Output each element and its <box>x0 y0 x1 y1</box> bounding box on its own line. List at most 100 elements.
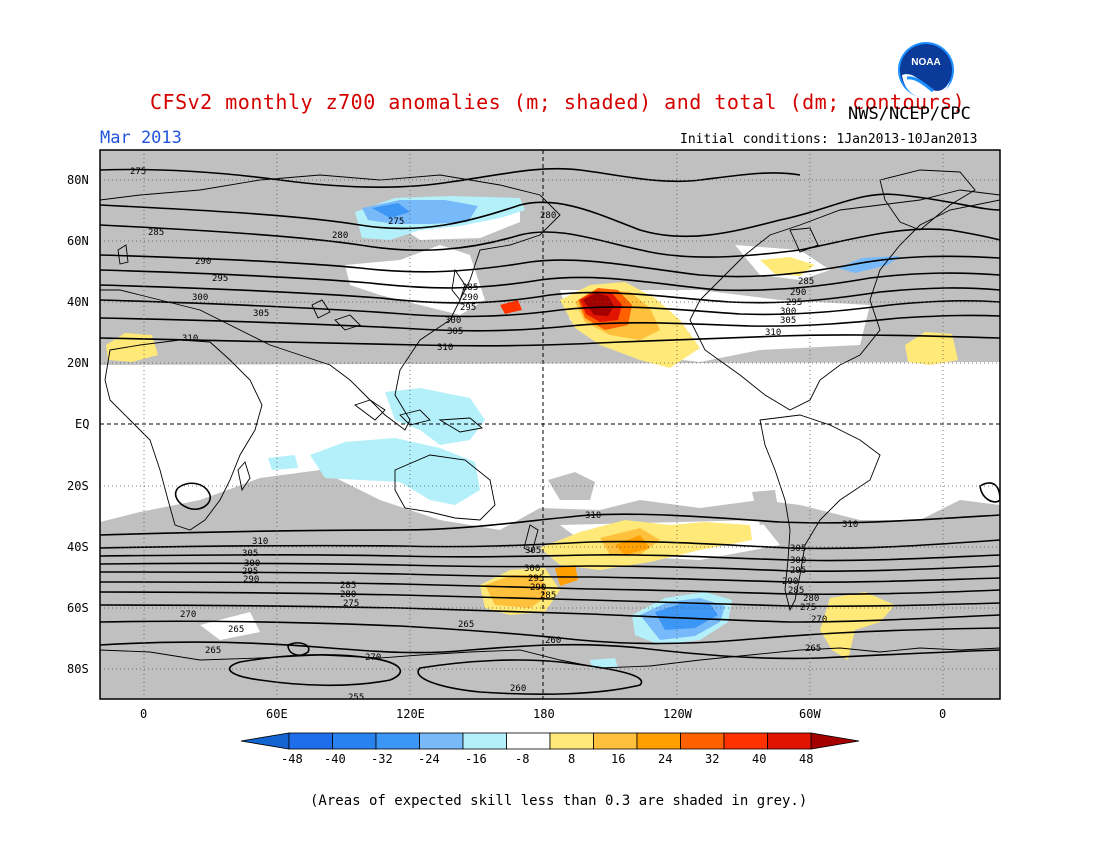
lon-label: 60W <box>799 707 821 721</box>
colorbar-tick: 16 <box>611 752 625 766</box>
contour-label: 305 <box>253 309 269 319</box>
contour-label: 290 <box>195 257 211 267</box>
colorbar-segment <box>462 732 507 750</box>
anomaly-positive <box>500 300 522 314</box>
organization-label: NWS/NCEP/CPC <box>848 104 971 124</box>
chart-title: CFSv2 monthly z700 anomalies (m; shaded)… <box>150 90 966 114</box>
contour-label: 310 <box>252 537 268 547</box>
skill-region <box>345 245 485 315</box>
colorbar-tick: -24 <box>418 752 440 766</box>
anomaly-positive <box>820 592 895 660</box>
contour-label: 295 <box>460 303 476 313</box>
contour-label: 290 <box>530 583 546 593</box>
skill-region <box>100 362 1000 530</box>
colorbar-segment <box>593 732 638 750</box>
noaa-logo: NOAA <box>898 42 954 98</box>
contour-label: 270 <box>365 653 381 663</box>
lon-label: 60E <box>266 707 288 721</box>
contour-label: 295 <box>212 274 228 284</box>
colorbar <box>240 732 860 750</box>
contour-label: 310 <box>765 328 781 338</box>
colorbar-tick: -40 <box>324 752 346 766</box>
colorbar-segment <box>767 732 812 750</box>
anomaly-positive <box>615 535 650 555</box>
contour-label: 270 <box>180 610 196 620</box>
lat-label: 80S <box>67 662 89 676</box>
colorbar-segment <box>375 732 420 750</box>
colorbar-tick: 32 <box>705 752 719 766</box>
colorbar-tick: 48 <box>799 752 813 766</box>
contour-label: 265 <box>805 644 821 654</box>
contour-label: 275 <box>343 599 359 609</box>
lat-label: 20N <box>67 356 89 370</box>
contour-label: 310 <box>437 343 453 353</box>
low-skill-region <box>548 472 595 500</box>
anomaly-negative <box>372 203 410 218</box>
colorbar-tick: 8 <box>568 752 575 766</box>
contour-label: 265 <box>205 646 221 656</box>
anomaly-positive <box>485 575 548 608</box>
colorbar-left-arrow <box>240 732 290 750</box>
colorbar-tick: -8 <box>515 752 529 766</box>
anomaly-positive <box>905 332 958 365</box>
contour-label: 285 <box>540 591 556 601</box>
contour-label: 310 <box>585 511 601 521</box>
reference-lines <box>100 150 1000 699</box>
anomaly-negative <box>268 455 298 470</box>
contour-label: 285 <box>148 228 164 238</box>
contour-label: 255 <box>348 693 364 703</box>
lat-label: 40S <box>67 540 89 554</box>
contour-label: 265 <box>228 625 244 635</box>
colorbar-segment <box>549 732 594 750</box>
contour-label: 300 <box>445 316 461 326</box>
lat-label: 60S <box>67 601 89 615</box>
contour-label: 300 <box>192 293 208 303</box>
contour-label: 305 <box>790 544 806 554</box>
lon-label: 0 <box>140 707 147 721</box>
contour-label: 280 <box>803 594 819 604</box>
contour-label: 290 <box>782 577 798 587</box>
lon-axis: 0 60E 120E 180 120W 60W 0 <box>140 707 946 721</box>
lat-axis: 80N 60N 40N 20N EQ 20S 40S 60S 80S <box>67 173 89 676</box>
contour-label: 300 <box>244 559 260 569</box>
lon-label: 120W <box>663 707 693 721</box>
forecast-month: Mar 2013 <box>100 128 182 148</box>
contour-label: 310 <box>842 520 858 530</box>
contour-label: 270 <box>811 615 827 625</box>
colorbar-segment <box>723 732 768 750</box>
colorbar-segment <box>506 732 551 750</box>
contour-label: 280 <box>540 211 556 221</box>
colorbar-segment <box>680 732 725 750</box>
contour-label: 295 <box>786 298 802 308</box>
contour-label: 260 <box>545 636 561 646</box>
colorbar-segment <box>636 732 681 750</box>
lon-label: 120E <box>396 707 425 721</box>
initial-conditions: Initial conditions: 1Jan2013-10Jan2013 <box>680 132 978 147</box>
colorbar-right-arrow <box>810 732 860 750</box>
colorbar-tick: -48 <box>281 752 303 766</box>
contour-label: 280 <box>340 590 356 600</box>
anomaly-positive <box>760 257 815 276</box>
colorbar-tick: 40 <box>752 752 766 766</box>
contour-label: 290 <box>243 575 259 585</box>
contour-label: 285 <box>340 581 356 591</box>
contour-label: 300 <box>780 307 796 317</box>
contour-label: 295 <box>790 566 806 576</box>
contour-label: 305 <box>780 316 796 326</box>
contour-label: 295 <box>528 574 544 584</box>
logo-text: NOAA <box>911 57 940 68</box>
skill-footnote: (Areas of expected skill less than 0.3 a… <box>310 793 808 809</box>
low-skill-region <box>752 490 780 525</box>
contour-label: 310 <box>182 334 198 344</box>
contour-label: 305 <box>242 549 258 559</box>
anomaly-positive <box>555 565 578 586</box>
anomaly-negative <box>655 604 718 630</box>
lat-label: 20S <box>67 479 89 493</box>
anomaly-positive <box>583 293 614 316</box>
contour-label: 285 <box>462 283 478 293</box>
contour-label: 285 <box>798 277 814 287</box>
colorbar-tick: 24 <box>658 752 672 766</box>
lat-label: EQ <box>75 417 89 431</box>
contour-label: 300 <box>524 564 540 574</box>
